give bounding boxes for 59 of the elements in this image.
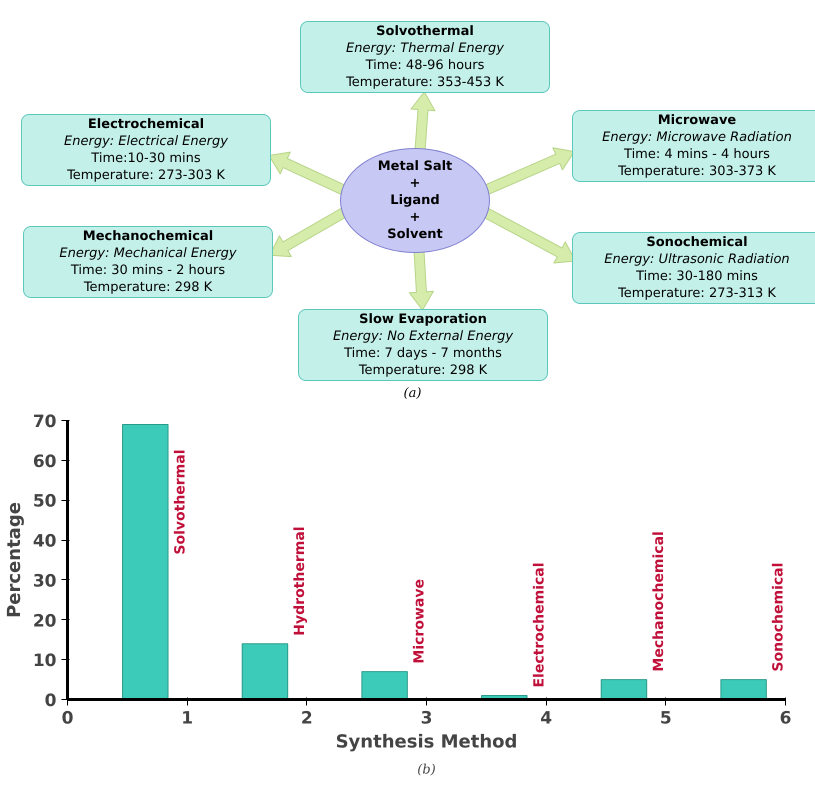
text: Energy: Thermal Energy — [345, 40, 505, 57]
bar — [361, 671, 408, 700]
text: Temperature: 273-313 K — [617, 285, 777, 302]
text: Slow Evaporation — [358, 311, 488, 328]
y-tick-label: 60 — [32, 452, 57, 472]
text: Energy: Microwave Radiation — [601, 129, 793, 146]
text: Time: 48-96 hours — [364, 57, 486, 74]
text: Energy: Mechanical Energy — [58, 245, 238, 262]
x-tick-label: 6 — [780, 708, 792, 728]
bar — [600, 679, 648, 700]
text: Microwave — [656, 112, 738, 129]
annotation: Solvothermal — [172, 449, 188, 555]
x-tick-label: 0 — [62, 708, 74, 728]
x-tick-label: 2 — [300, 708, 313, 728]
text: + — [410, 209, 420, 226]
text: Electrochemical — [86, 116, 206, 133]
text: Ligand — [390, 192, 440, 209]
y-axis-title: Percentage — [4, 502, 25, 618]
text: Time: 4 mins - 4 hours — [623, 146, 771, 163]
annotation: Sonochemical — [770, 562, 787, 672]
text: Time: 7 days - 7 months — [343, 345, 503, 362]
y-tick-label: 0 — [44, 691, 57, 711]
y-tick-label: 70 — [32, 412, 57, 432]
text: Energy: Ultrasonic Radiation — [603, 251, 791, 268]
text: Temperature: 353-453 K — [345, 74, 505, 91]
x-tick-label: 1 — [181, 708, 194, 728]
text: Mechanochemical — [82, 228, 214, 245]
text: + — [410, 175, 420, 192]
text: Metal Salt — [378, 158, 452, 175]
text: Temperature: 298 K — [82, 279, 214, 296]
text: Energy: No External Energy — [332, 328, 514, 345]
bar — [122, 424, 169, 700]
text: Time:10-30 mins — [90, 150, 202, 167]
y-tick-label: 40 — [32, 532, 57, 552]
bar — [242, 643, 288, 700]
x-tick-label: 3 — [420, 708, 432, 728]
x-tick-label: 5 — [660, 708, 672, 728]
y-tick-label: 30 — [32, 571, 57, 592]
text: Time: 30-180 mins — [635, 268, 759, 285]
text: Sonochemical — [645, 234, 749, 251]
text: Solvothermal — [375, 23, 475, 40]
x-tick-label: 4 — [540, 708, 552, 728]
text: Time: 30 mins - 2 hours — [70, 262, 226, 279]
y-tick-label: 50 — [32, 492, 57, 512]
text: Energy: Electrical Energy — [63, 133, 229, 150]
text: Solvent — [387, 226, 443, 243]
x-axis-title: Synthesis Method — [336, 732, 518, 752]
text: (a) — [402, 385, 422, 403]
annotation: Hydrothermal — [292, 526, 308, 636]
annotation: Electrochemical — [531, 562, 548, 688]
text: (b) — [417, 762, 436, 778]
bar — [720, 679, 767, 700]
text: Temperature: 303-373 K — [617, 163, 777, 180]
annotation: Microwave — [412, 579, 428, 664]
y-tick-label: 10 — [32, 651, 57, 672]
y-tick-label: 20 — [32, 611, 57, 632]
text: Temperature: 273-303 K — [66, 167, 226, 184]
annotation: Mechanochemical — [650, 531, 667, 672]
text: Temperature: 298 K — [358, 362, 488, 379]
